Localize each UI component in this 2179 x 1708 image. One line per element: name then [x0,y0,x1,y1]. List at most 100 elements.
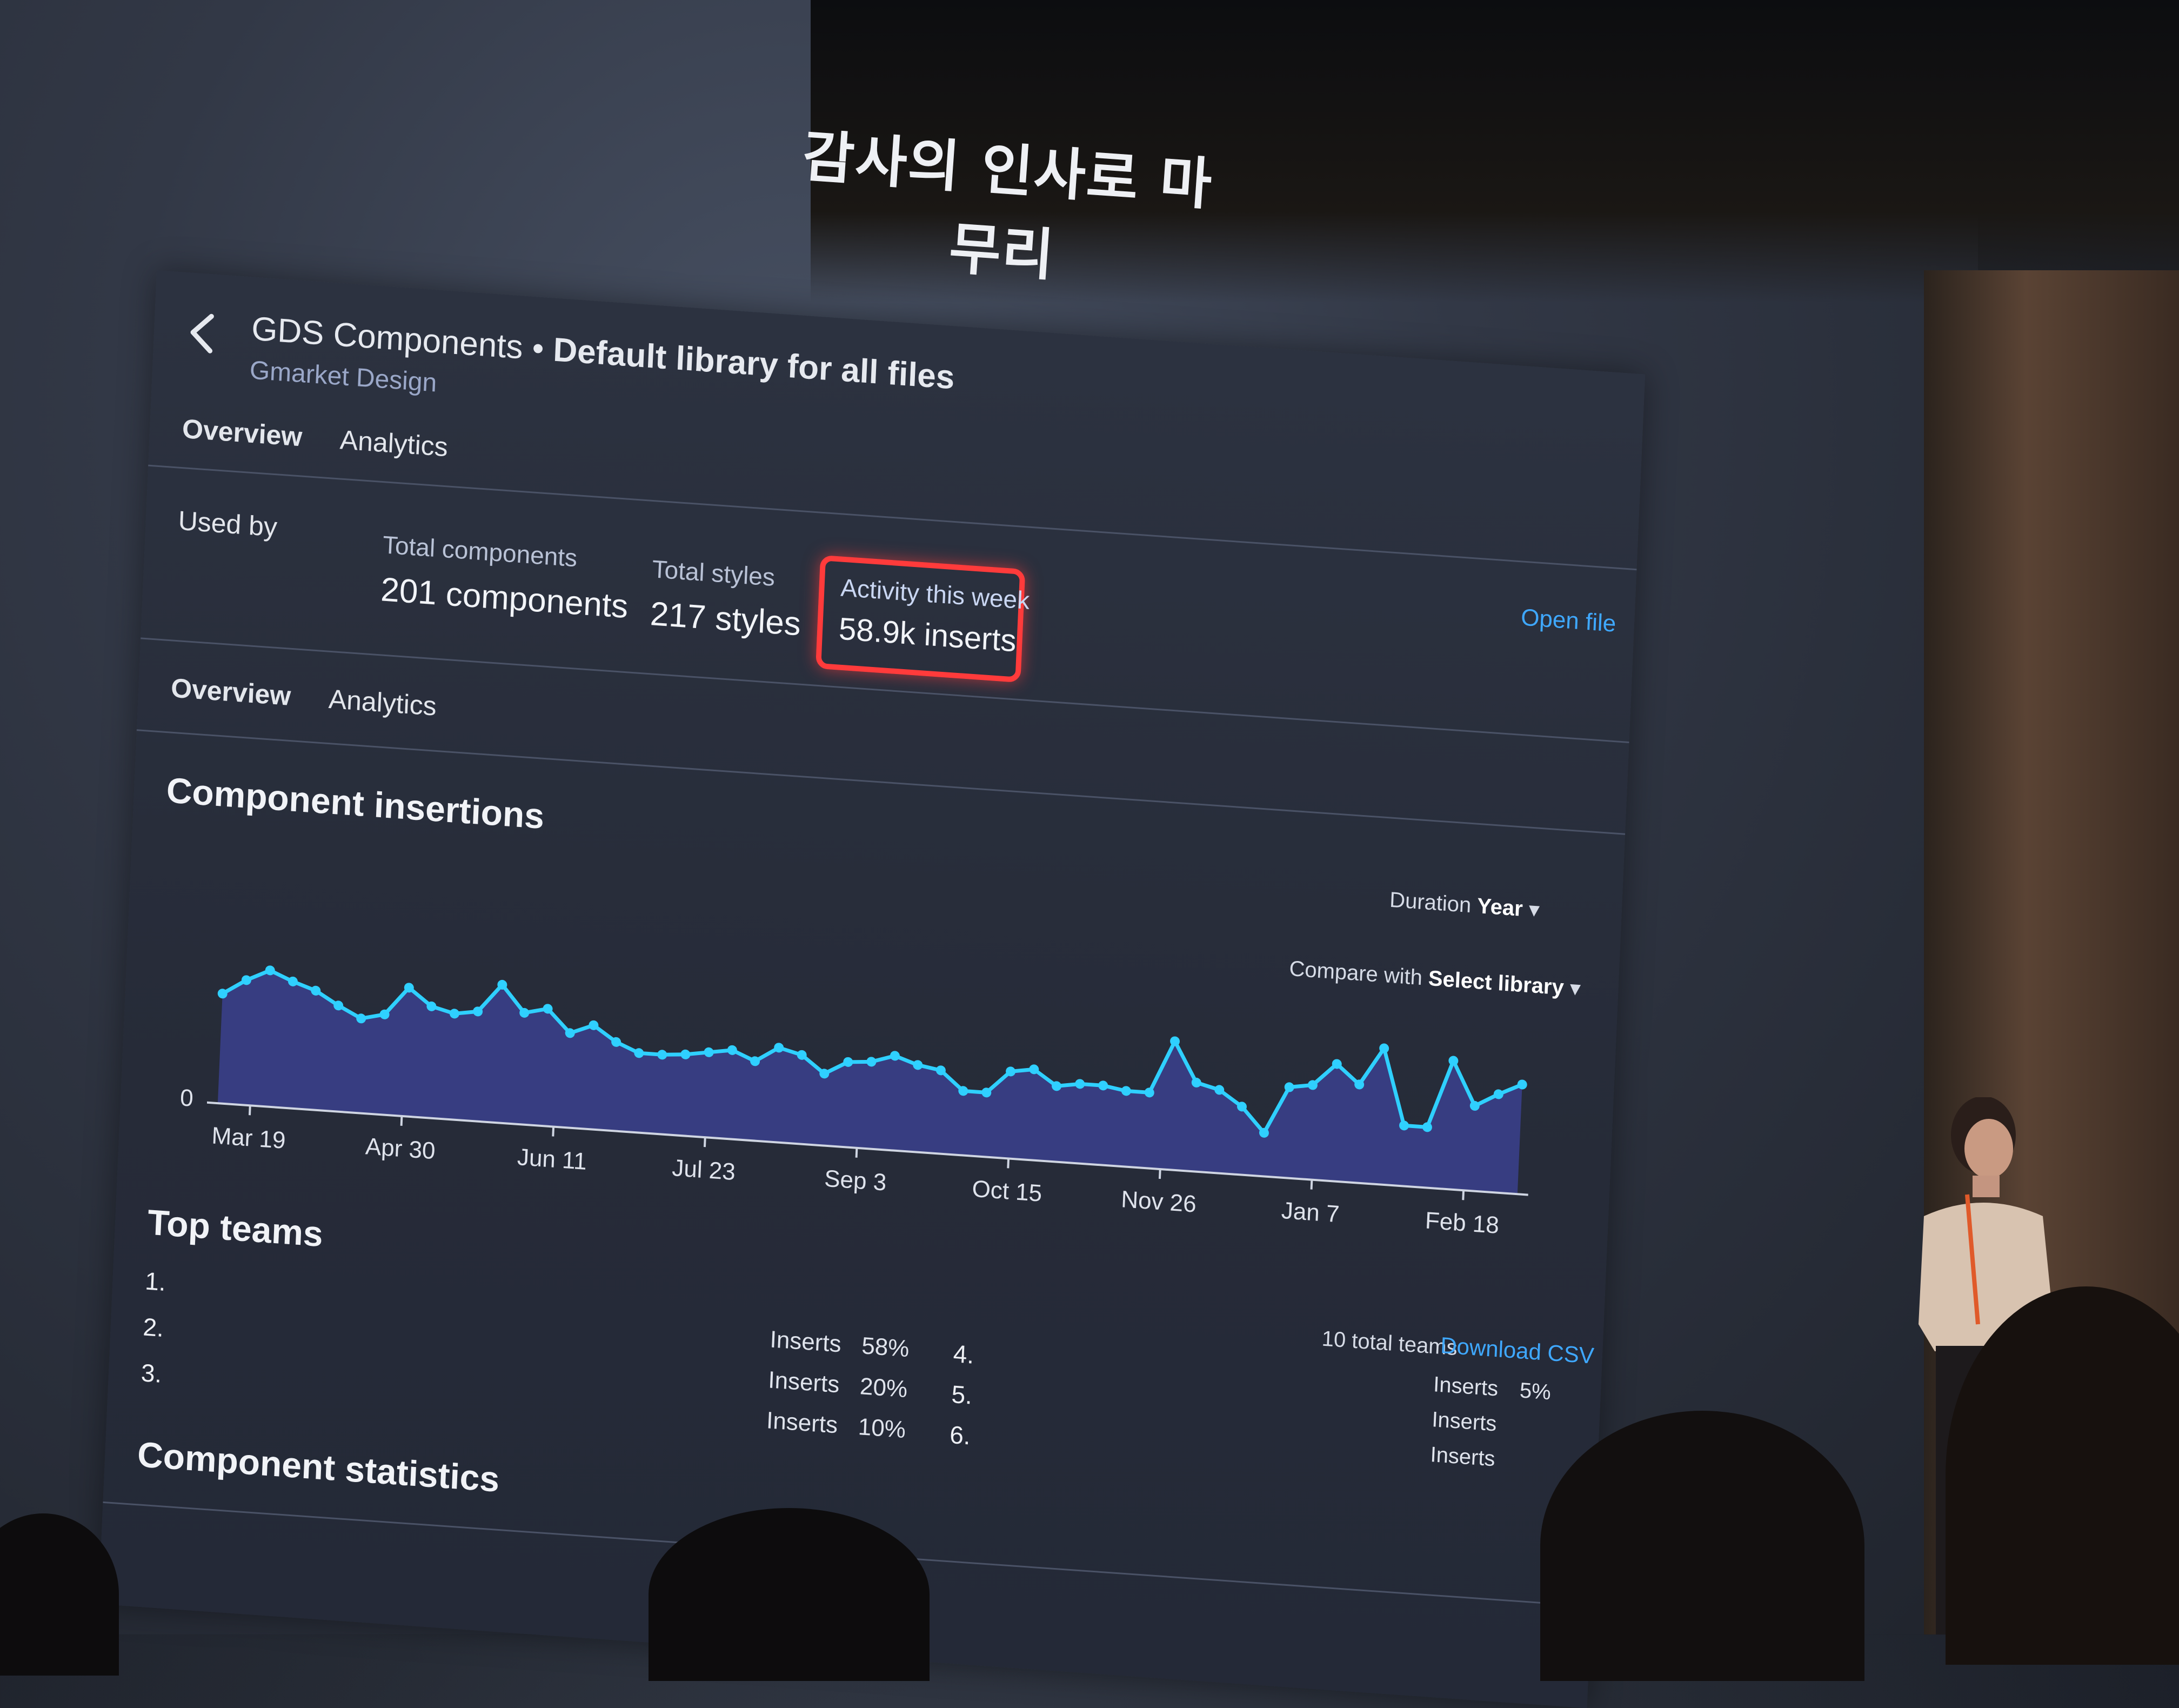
team-pct: 58% [861,1332,910,1363]
data-point [1493,1089,1503,1099]
duration-label: Duration [1389,888,1472,918]
data-point [1144,1087,1154,1098]
data-point [843,1057,853,1067]
data-point [958,1086,968,1096]
data-point [497,979,507,990]
audience-head [1540,1411,1864,1681]
data-point [1236,1102,1247,1112]
data-point [426,1001,437,1011]
data-point [866,1057,877,1067]
data-point [1332,1059,1342,1069]
total-styles-label: Total styles [651,555,776,591]
team-pct: 20% [859,1373,908,1403]
team-rank: 5. [951,1380,973,1410]
team-rank: 3. [140,1358,163,1388]
x-tick-label: Sep 3 [824,1165,887,1196]
data-point [611,1037,621,1047]
data-point [750,1056,760,1066]
data-point [797,1050,807,1060]
y-zero-label: 0 [179,1084,194,1112]
data-point [774,1043,784,1053]
tab-analytics[interactable]: Analytics [339,424,449,463]
open-file-link[interactable]: Open file [1520,604,1617,637]
team-rank: 1. [144,1266,166,1297]
data-point [935,1065,946,1076]
data-point [1098,1080,1108,1091]
team-metric: Inserts [1431,1407,1498,1436]
divider [148,464,1637,571]
team-pct: 5% [1519,1378,1552,1405]
chart-area-fill [217,970,1522,1195]
data-point [1052,1081,1062,1091]
data-point [1354,1079,1365,1090]
chevron-down-icon: ▾ [1528,897,1540,923]
compare-dropdown[interactable]: Compare with Select library ▾ [1289,956,1581,1002]
data-point [913,1060,923,1070]
data-point [1006,1066,1016,1077]
audience-head [1946,1286,2179,1665]
ceiling [811,0,2179,303]
team-metric: Inserts [767,1366,840,1398]
data-point [1307,1080,1318,1090]
x-tick-label: Nov 26 [1120,1186,1197,1218]
data-point [288,976,298,986]
data-point [890,1051,900,1061]
tab-analytics[interactable]: Analytics [327,683,437,722]
data-point [519,1008,530,1018]
chevron-down-icon: ▾ [1569,976,1581,1001]
data-point [680,1049,691,1059]
compare-value: Select library [1428,966,1565,1000]
data-point [657,1050,667,1060]
total-styles-value: 217 styles [649,595,802,643]
tab-bar-top: Overview Analytics [182,413,449,463]
team-rank: 6. [949,1420,971,1450]
library-analytics-panel: GDS Components • Default library for all… [98,270,1646,1708]
data-point [1517,1079,1527,1090]
total-teams-label: 10 total teams [1321,1326,1458,1360]
data-point [727,1045,737,1055]
data-point [241,975,251,985]
data-point [379,1009,390,1019]
x-axis [206,1101,1528,1196]
team-metric: Inserts [766,1407,839,1439]
duration-dropdown[interactable]: Duration Year ▾ [1389,888,1540,923]
compare-label: Compare with [1288,956,1423,990]
data-point [634,1048,644,1058]
used-by-label: Used by [177,505,278,543]
top-teams-title: Top teams [146,1202,324,1255]
data-point [333,1000,344,1011]
title-separator: • [531,329,545,368]
data-point [1075,1079,1085,1089]
data-point [356,1013,366,1024]
x-tick-label: Feb 18 [1425,1207,1500,1239]
tab-bar-bottom: Overview Analytics [170,672,437,722]
data-point [449,1009,459,1019]
tab-overview[interactable]: Overview [170,672,292,711]
team-metric: Inserts [1429,1443,1496,1471]
audience-head [649,1508,930,1681]
component-statistics-title: Component statistics [136,1434,500,1499]
x-tick-label: Apr 30 [365,1133,436,1164]
data-point [404,983,414,993]
file-description: Default library for all files [552,331,955,397]
data-point [565,1028,575,1038]
data-point [704,1047,714,1057]
data-point [1214,1085,1225,1095]
team-rank: 2. [142,1312,165,1342]
data-point [981,1087,992,1098]
data-point [1469,1100,1480,1111]
data-point [1448,1056,1459,1066]
data-point [1379,1043,1389,1053]
data-point [543,1004,553,1014]
organization-name: Gmarket Design [249,356,438,398]
data-point [1259,1127,1269,1138]
chevron-left-icon[interactable] [185,310,219,356]
team-metric: Inserts [769,1326,842,1358]
tab-overview[interactable]: Overview [182,413,303,452]
data-point [1399,1120,1409,1131]
download-csv-link[interactable]: Download CSV [1440,1332,1595,1369]
x-tick-label: Oct 15 [972,1176,1042,1207]
insertions-title: Component insertions [165,770,545,837]
data-point [1121,1086,1131,1096]
data-point [1029,1064,1039,1075]
